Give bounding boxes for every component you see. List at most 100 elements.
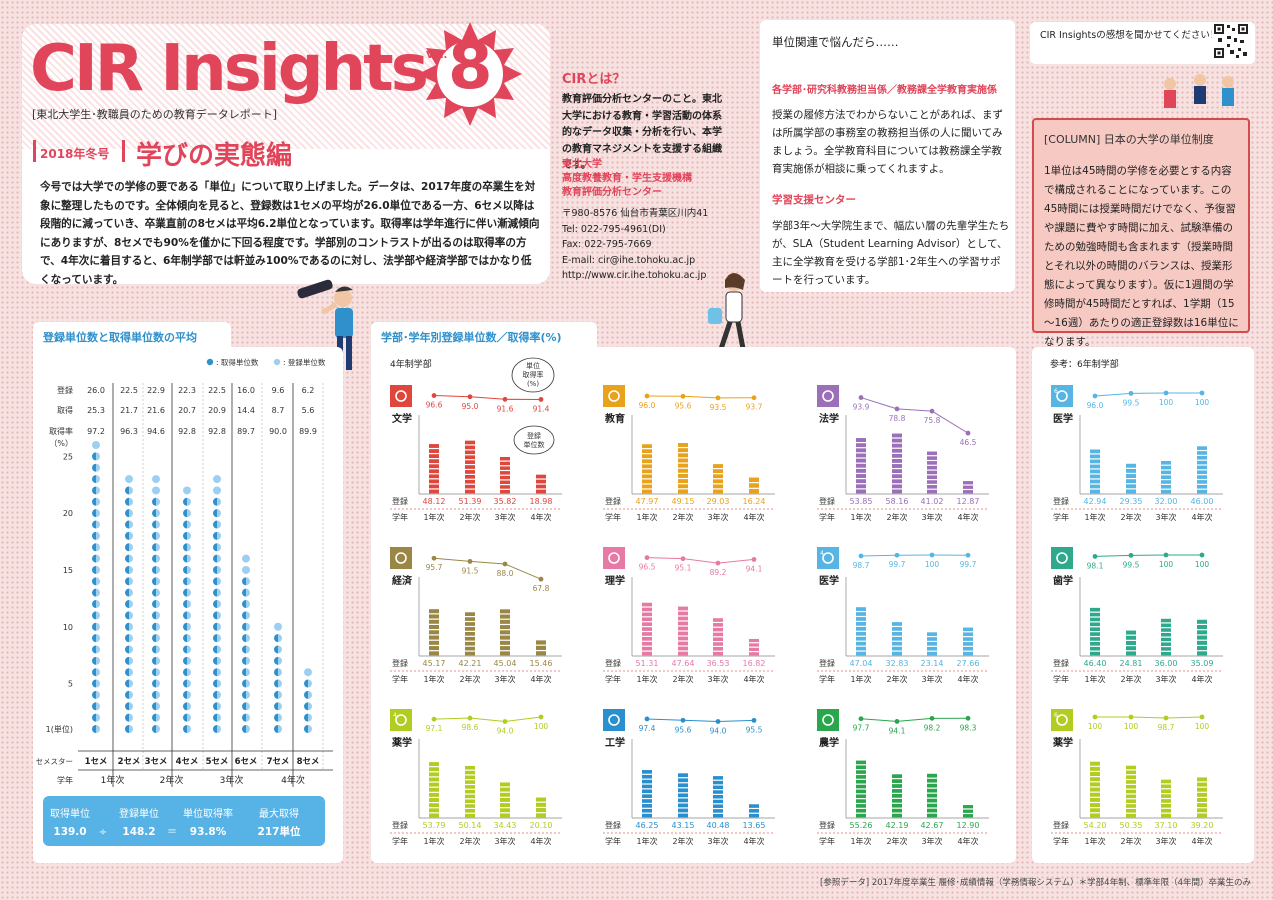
gear-icon-glyph (608, 714, 620, 726)
registered-bar (927, 489, 937, 494)
registered-row-label: 登録 (605, 820, 621, 830)
registered-bar (642, 469, 652, 474)
obtained-dot (125, 577, 129, 586)
email-link[interactable]: E-mail: cir@ihe.tohoku.ac.jp (562, 254, 696, 266)
year-row-label: 学年 (57, 775, 73, 785)
rate-label: 97.1 (426, 724, 443, 733)
year-label: 3年次 (220, 774, 244, 786)
registered-bar (749, 813, 759, 818)
registered-dot (246, 656, 250, 665)
obtained-dot (274, 702, 278, 711)
rate-point (1128, 390, 1134, 396)
registered-bar (1090, 617, 1100, 622)
registered-bar (892, 779, 902, 783)
registered-bar (927, 470, 937, 475)
registered-dot (246, 702, 250, 711)
obtained-dot (183, 577, 187, 586)
registered-bar (856, 784, 866, 789)
obtained-dot (125, 509, 129, 518)
registered-bar (963, 642, 973, 646)
registered-bar (963, 632, 973, 637)
registered-bar (678, 442, 688, 447)
registered-dot (217, 475, 221, 484)
obtained-dot (274, 690, 278, 699)
registered-bar (465, 622, 475, 626)
registered-dot (96, 634, 100, 643)
obtained-dot (125, 543, 129, 552)
six-year-chart-panel (1032, 347, 1254, 863)
registered-bar (1197, 803, 1207, 808)
registered-bar (429, 777, 439, 782)
faculty-name: 工学 (605, 736, 625, 749)
year-label: 2年次 (459, 836, 480, 846)
obtained-dot (213, 497, 217, 506)
website-link[interactable]: http://www.cir.ihe.tohoku.ac.jp (562, 270, 707, 281)
registered-dot (129, 543, 133, 552)
registered-dot (96, 463, 100, 472)
registered-bar (927, 465, 937, 470)
registered-row-label: 登録 (1053, 820, 1069, 830)
registered-dot (129, 725, 133, 733)
help-heading-center: 学習支援センター (772, 194, 856, 206)
registered-label: 47.64 (672, 659, 695, 668)
registered-bar (1126, 640, 1136, 645)
registered-dot (246, 645, 250, 654)
year-label: 2年次 (160, 774, 184, 786)
rate-point (1092, 714, 1098, 720)
registered-bar (856, 458, 866, 463)
registered-bar (1197, 484, 1207, 489)
registered-bar (927, 788, 937, 793)
registered-bar (465, 646, 475, 651)
obtained-dot (183, 668, 187, 677)
rate-label: 100 (1195, 398, 1210, 407)
registered-bar (713, 813, 723, 818)
year-label: 4年次 (743, 512, 764, 522)
obtained-dot (183, 679, 187, 688)
obtained-dot (213, 543, 217, 552)
rate-label: 89.2 (710, 568, 727, 577)
registered-bar (1161, 618, 1171, 623)
obtained-dot (125, 554, 129, 563)
registered-bar (642, 641, 652, 646)
qr-code-icon[interactable] (1212, 22, 1250, 60)
registered-bar (892, 479, 902, 484)
registered-bar (429, 479, 439, 484)
rate-point (680, 717, 686, 723)
registered-bar (678, 813, 688, 818)
rate-point (680, 393, 686, 399)
summary-value: 93.8% (190, 826, 227, 838)
registered-bar (1197, 489, 1207, 494)
obtained-dot (213, 531, 217, 540)
registered-bar (1126, 808, 1136, 813)
obtained-dot (183, 713, 187, 722)
registered-bar (856, 794, 866, 799)
obtained-dot (152, 509, 156, 518)
address-line: 〒980-8576 仙台市青葉区川内41 (562, 208, 709, 219)
registered-bar (678, 463, 688, 468)
registered-bar (1126, 794, 1136, 799)
registered-dot (217, 690, 221, 699)
obtained-value: 8.7 (272, 406, 285, 415)
registered-dot (129, 622, 133, 631)
obtained-dot (125, 702, 129, 711)
faculty-chart-panel (371, 347, 1016, 863)
rate-point (858, 553, 864, 559)
year-label: 1年次 (850, 512, 871, 522)
registered-bar (1197, 446, 1207, 450)
registered-dot (96, 725, 100, 733)
registered-label: 47.97 (636, 497, 659, 506)
registered-dot (246, 690, 250, 699)
registered-dot (96, 622, 100, 631)
rate-value: 97.2 (87, 427, 105, 436)
registered-bar (429, 469, 439, 474)
registered-bar (1197, 782, 1207, 787)
help-text-office: 授業の履修方法でわからないことがあれば、まずは所属学部の事務室の教務担当係の人に… (772, 109, 1003, 175)
summary-label: 取得単位 (50, 807, 90, 820)
obtained-dot (91, 600, 96, 609)
obtained-dot (213, 611, 217, 620)
year-label: 3年次 (921, 836, 942, 846)
registered-bar (500, 640, 510, 645)
registered-dot (187, 486, 191, 495)
registered-bar (465, 460, 475, 464)
registered-bar (465, 794, 475, 799)
